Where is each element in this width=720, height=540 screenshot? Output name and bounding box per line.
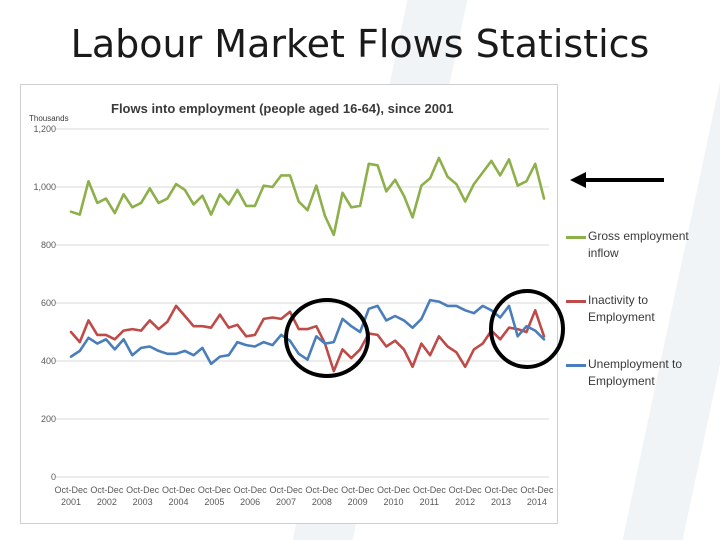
- x-tick-label: Oct-Dec: [449, 485, 483, 495]
- arrow-head-icon: [570, 172, 586, 188]
- y-tick-label: 400: [41, 356, 56, 366]
- legend-label: Employment: [588, 310, 655, 324]
- legend-label: Employment: [588, 374, 655, 388]
- x-tick-label: 2005: [204, 497, 224, 507]
- x-tick-label: Oct-Dec: [305, 485, 339, 495]
- background-stripe: [622, 0, 720, 540]
- legend-swatch: [566, 364, 586, 367]
- x-tick-label: Oct-Dec: [341, 485, 375, 495]
- x-tick-label: Oct-Dec: [198, 485, 232, 495]
- chart-title: Flows into employment (people aged 16-64…: [111, 101, 453, 116]
- legend-label: Inactivity to: [588, 293, 649, 307]
- legend-label: Gross employment: [588, 229, 689, 243]
- chart-frame: Flows into employment (people aged 16-64…: [20, 84, 558, 524]
- x-tick-label: 2010: [383, 497, 403, 507]
- x-tick-label: Oct-Dec: [234, 485, 268, 495]
- x-tick-label: Oct-Dec: [90, 485, 124, 495]
- series-line-unemployment-to-employment: [69, 298, 546, 366]
- y-tick-label: 0: [51, 472, 56, 482]
- x-tick-label: 2002: [97, 497, 117, 507]
- x-tick-label: 2014: [527, 497, 547, 507]
- x-tick-label: 2013: [491, 497, 511, 507]
- legend-item-inactivity-to-employment: Inactivity to Employment: [566, 292, 716, 326]
- x-tick-label: 2007: [276, 497, 296, 507]
- y-tick-label: 600: [41, 298, 56, 308]
- x-tick-label: 2012: [455, 497, 475, 507]
- x-tick-label: Oct-Dec: [484, 485, 518, 495]
- legend-label: Unemployment to: [588, 357, 683, 371]
- x-tick-label: 2008: [312, 497, 332, 507]
- x-tick-label: Oct-Dec: [413, 485, 447, 495]
- y-tick-label: 200: [41, 414, 56, 424]
- legend-swatch: [566, 300, 586, 303]
- legend-swatch: [566, 236, 586, 239]
- x-tick-label: 2006: [240, 497, 260, 507]
- x-tick-label: Oct-Dec: [162, 485, 196, 495]
- y-tick-label: 800: [41, 240, 56, 250]
- x-tick-label: Oct-Dec: [377, 485, 411, 495]
- legend-item-gross-employment-inflow: Gross employment inflow: [566, 228, 716, 262]
- x-tick-label: 2011: [420, 497, 439, 507]
- series-line-gross-employment-inflow: [69, 156, 546, 237]
- y-axis-label: Thousands: [29, 114, 69, 123]
- legend-item-unemployment-to-employment: Unemployment to Employment: [566, 356, 716, 390]
- y-tick-label: 1,200: [33, 124, 56, 134]
- legend-label: inflow: [588, 246, 619, 260]
- x-tick-label: 2003: [133, 497, 153, 507]
- x-tick-label: Oct-Dec: [269, 485, 303, 495]
- x-tick-label: Oct-Dec: [520, 485, 554, 495]
- x-tick-label: 2009: [348, 497, 368, 507]
- x-tick-label: 2001: [61, 497, 81, 507]
- y-tick-label: 1,000: [33, 182, 56, 192]
- x-tick-label: Oct-Dec: [54, 485, 88, 495]
- line-chart: Flows into employment (people aged 16-64…: [29, 101, 554, 507]
- x-tick-label: Oct-Dec: [126, 485, 160, 495]
- slide-title: Labour Market Flows Statistics: [70, 22, 650, 66]
- x-tick-label: 2004: [168, 497, 188, 507]
